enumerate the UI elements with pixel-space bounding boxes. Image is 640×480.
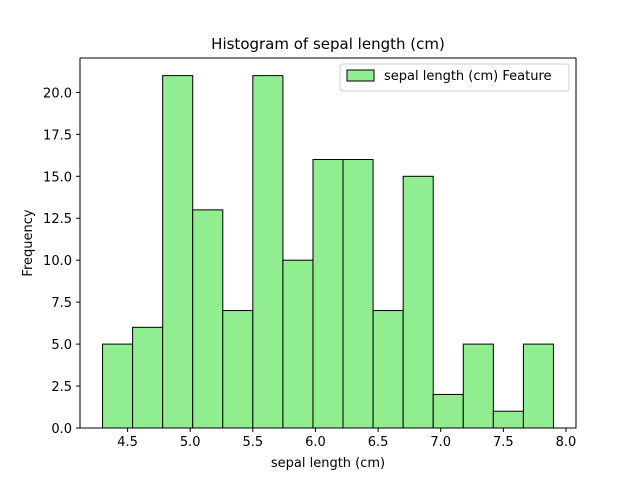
legend-box <box>339 63 570 92</box>
y-tick-label: 12.5 <box>43 212 72 227</box>
histogram-bar <box>462 343 494 429</box>
plot-frame <box>79 57 577 429</box>
histogram-bar <box>402 175 434 429</box>
y-tick-label: 10.0 <box>43 254 72 269</box>
y-tick-label: 15.0 <box>43 170 72 185</box>
histogram-bar <box>342 159 374 429</box>
histogram-bar <box>102 343 134 429</box>
x-tick-label: 8.0 <box>556 435 577 450</box>
histogram-bar <box>372 310 404 429</box>
histogram-bar <box>432 393 464 429</box>
histogram-bar <box>522 343 554 429</box>
x-tick-label: 7.0 <box>430 435 451 450</box>
y-tick-label: 0.0 <box>51 422 72 437</box>
histogram-bar <box>252 75 284 429</box>
x-axis-ticks: 4.5 5.0 5.5 6.0 6.5 7.0 7.5 8.0 <box>117 428 576 450</box>
x-axis-label: sepal length (cm) <box>271 456 385 471</box>
histogram-bar <box>192 209 224 429</box>
legend: sepal length (cm) Feature <box>339 63 570 92</box>
chart-title: Histogram of sepal length (cm) <box>211 35 445 53</box>
histogram-bar <box>132 326 164 429</box>
x-tick-label: 5.0 <box>180 435 201 450</box>
x-tick-label: 5.5 <box>243 435 264 450</box>
legend-swatch <box>346 69 375 82</box>
x-tick-label: 6.0 <box>305 435 326 450</box>
y-tick-label: 5.0 <box>51 338 72 353</box>
y-tick-label: 17.5 <box>43 128 72 143</box>
x-tick-label: 4.5 <box>117 435 138 450</box>
histogram-bar <box>282 259 314 429</box>
histogram-bar <box>162 75 194 429</box>
y-axis-label: Frequency <box>21 209 36 276</box>
histogram-bar <box>222 310 254 429</box>
x-tick-label: 7.5 <box>493 435 514 450</box>
y-tick-label: 7.5 <box>51 296 72 311</box>
y-axis-ticks: 0.0 2.5 5.0 7.5 10.0 12.5 15.0 17.5 20.0 <box>43 86 80 437</box>
y-tick-label: 20.0 <box>43 86 72 101</box>
bars-group <box>102 75 554 429</box>
legend-label: sepal length (cm) Feature <box>384 69 552 84</box>
y-tick-label: 2.5 <box>51 380 72 395</box>
histogram-bar <box>312 159 344 429</box>
x-tick-label: 6.5 <box>368 435 389 450</box>
histogram-bar <box>492 410 524 429</box>
